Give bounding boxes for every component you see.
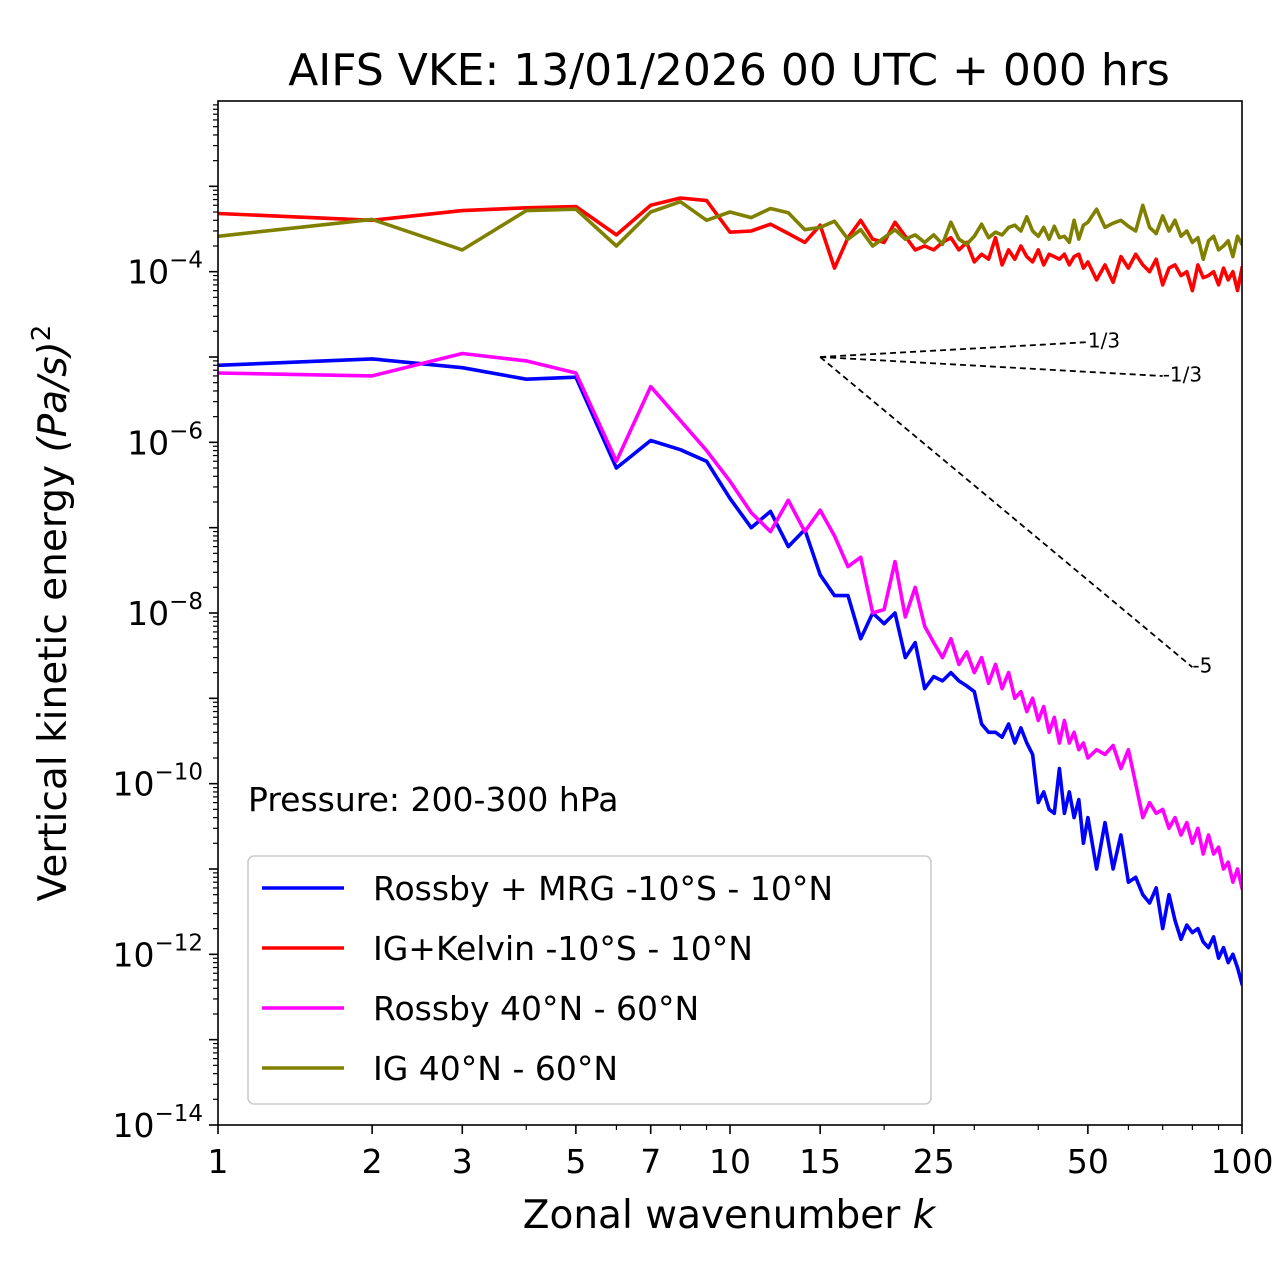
x-tick-label: 2 xyxy=(362,1142,383,1181)
reference-slope-line xyxy=(820,356,1163,377)
x-tick-label: 7 xyxy=(640,1142,661,1181)
reference-slope-label: -5 xyxy=(1192,654,1212,678)
y-tick-label: 10−8 xyxy=(127,589,203,633)
y-tick-label: 10−6 xyxy=(127,418,203,462)
legend-label: IG+Kelvin -10°S - 10°N xyxy=(373,929,753,968)
y-tick-exponent: −4 xyxy=(169,248,203,274)
pressure-annotation: Pressure: 200-300 hPa xyxy=(248,780,618,819)
x-axis-label-text: Zonal wavenumber xyxy=(523,1193,913,1238)
series-line-ig-40-n-60-n xyxy=(218,199,1242,262)
x-axis: 1 2 3 5 7 10 15 25 50 100 xyxy=(208,1125,1274,1181)
reference-slope-line xyxy=(819,356,1193,668)
y-tick-base: 10 xyxy=(127,253,169,292)
reference-slope-label: 1/3 xyxy=(1088,329,1120,353)
y-tick-exponent: −12 xyxy=(154,930,203,956)
y-tick-label: 10−12 xyxy=(112,930,203,974)
series-line-rossby-40-n-60-n xyxy=(218,351,1242,891)
y-tick-exponent: −8 xyxy=(169,589,203,615)
y-axis-label-unit: (Pa/s) xyxy=(31,341,76,452)
x-tick-label: 1 xyxy=(208,1142,229,1181)
y-tick-label: 10−14 xyxy=(112,1101,203,1145)
reference-slopes: 1/3 -1/3 -5 xyxy=(819,329,1212,678)
x-tick-label: 5 xyxy=(565,1142,586,1181)
y-tick-exponent: −14 xyxy=(154,1101,203,1127)
chart-title: AIFS VKE: 13/01/2026 00 UTC + 000 hrs xyxy=(288,45,1170,96)
x-tick-label: 100 xyxy=(1211,1142,1274,1181)
x-tick-label: 50 xyxy=(1067,1142,1109,1181)
series-layer xyxy=(218,196,1242,987)
y-tick-exponent: −10 xyxy=(154,760,203,786)
legend-label: IG 40°N - 60°N xyxy=(373,1049,618,1088)
x-tick-label: 3 xyxy=(452,1142,473,1181)
x-tick-label: 25 xyxy=(913,1142,955,1181)
y-tick-label: 10−4 xyxy=(127,248,203,292)
reference-slope-line xyxy=(820,341,1088,358)
y-tick-exponent: −6 xyxy=(169,418,203,444)
x-tick-label: 15 xyxy=(799,1142,841,1181)
y-tick-label: 10−10 xyxy=(112,760,203,804)
y-axis-label-exponent: 2 xyxy=(27,325,57,342)
x-tick-label: 10 xyxy=(709,1142,751,1181)
series-line-rossby-mrg-10-s-10-n xyxy=(218,357,1242,987)
y-axis-label: Vertical kinetic energy (Pa/s)2 xyxy=(27,325,76,902)
y-tick-base: 10 xyxy=(127,423,169,462)
y-axis-label-text: Vertical kinetic energy xyxy=(31,453,76,902)
y-tick-base: 10 xyxy=(112,765,154,804)
legend-box xyxy=(247,855,932,1105)
series-line-ig-kelvin-10-s-10-n xyxy=(218,196,1242,293)
reference-slope-label: -1/3 xyxy=(1163,363,1202,387)
y-tick-base: 10 xyxy=(127,594,169,633)
x-axis-label-variable: k xyxy=(913,1193,937,1238)
legend: Rossby + MRG -10°S - 10°N IG+Kelvin -10°S… xyxy=(247,855,932,1105)
y-tick-base: 10 xyxy=(112,1106,154,1145)
y-tick-base: 10 xyxy=(112,935,154,974)
legend-label: Rossby 40°N - 60°N xyxy=(373,989,699,1028)
x-axis-label: Zonal wavenumber k xyxy=(523,1193,937,1238)
legend-label: Rossby + MRG -10°S - 10°N xyxy=(373,869,833,908)
